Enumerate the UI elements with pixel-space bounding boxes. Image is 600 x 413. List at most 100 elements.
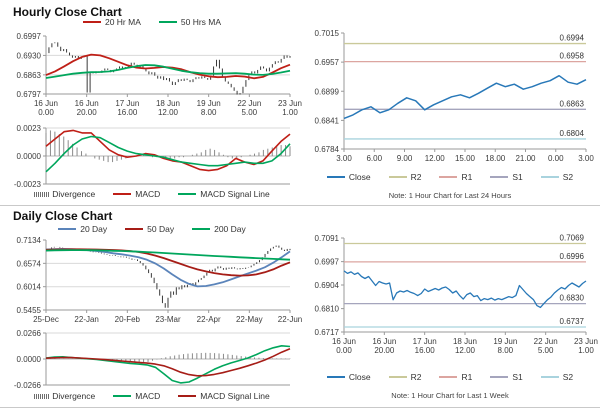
divergence-swatch-icon [34, 191, 50, 197]
svg-text:16 Jun: 16 Jun [332, 337, 356, 346]
legend-item-macd: MACD [113, 391, 160, 401]
svg-text:15.00: 15.00 [455, 154, 476, 163]
svg-text:1.00: 1.00 [578, 346, 594, 355]
bottom-divider [0, 407, 600, 408]
svg-text:0.00: 0.00 [336, 346, 352, 355]
legend-label: R1 [461, 372, 473, 382]
line-swatch-icon [439, 376, 458, 378]
legend-label: S2 [562, 372, 574, 382]
svg-text:0.6997: 0.6997 [315, 258, 340, 267]
legend-item-20-hr-ma: 20 Hr MA [82, 17, 141, 27]
svg-text:22-Jun: 22-Jun [278, 315, 302, 324]
svg-text:12.00: 12.00 [455, 346, 476, 355]
svg-text:0.6810: 0.6810 [315, 305, 340, 314]
svg-text:0.6784: 0.6784 [315, 145, 340, 154]
legend-item-200-day: 200 Day [192, 224, 246, 234]
svg-text:6.00: 6.00 [366, 154, 382, 163]
legend-item-close: Close [326, 172, 371, 182]
line-swatch-icon [58, 228, 77, 230]
svg-text:0.0000: 0.0000 [17, 152, 42, 161]
legend-label: R2 [410, 372, 422, 382]
svg-text:0.7134: 0.7134 [17, 236, 42, 245]
daily-macd-chart: 0.0266 0.0000 -0.0266 [14, 329, 291, 390]
line-swatch-icon [388, 376, 407, 378]
svg-text:0.6014: 0.6014 [17, 283, 42, 292]
svg-text:0.0023: 0.0023 [17, 124, 42, 133]
hourly-macd-legend: Divergence MACD MACD Signal Line [8, 189, 296, 199]
legend-item-50-hrs-ma: 50 Hrs MA [158, 17, 221, 27]
legend-item-s1: S1 [490, 372, 523, 382]
hourly-section-title: Hourly Close Chart [13, 5, 122, 19]
pivot-24h-note: Note: 1 Hour Chart for Last 24 Hours [388, 191, 512, 200]
daily-price-legend: 20 Day 50 Day 200 Day [8, 224, 296, 234]
line-swatch-icon [82, 21, 101, 23]
legend-item-macd-signal-line: MACD Signal Line [178, 189, 270, 199]
svg-text:8.00: 8.00 [201, 108, 217, 117]
svg-text:0.6957: 0.6957 [315, 58, 340, 67]
svg-text:22-Apr: 22-Apr [197, 315, 221, 324]
svg-text:19 Jun: 19 Jun [197, 99, 221, 108]
svg-text:0.6717: 0.6717 [315, 328, 340, 337]
svg-text:21.00: 21.00 [515, 154, 536, 163]
svg-text:-0.0023: -0.0023 [14, 180, 42, 189]
svg-text:0.6830: 0.6830 [560, 294, 585, 303]
svg-text:25-Dec: 25-Dec [33, 315, 59, 324]
svg-text:16 Jun: 16 Jun [34, 99, 58, 108]
svg-text:0.0000: 0.0000 [17, 355, 42, 364]
svg-text:8.00: 8.00 [498, 346, 514, 355]
svg-text:0.7091: 0.7091 [315, 234, 340, 243]
svg-text:22 Jun: 22 Jun [237, 99, 261, 108]
svg-text:0.5455: 0.5455 [17, 306, 42, 315]
legend-item-20-day: 20 Day [58, 224, 107, 234]
line-swatch-icon [326, 176, 345, 178]
line-swatch-icon [490, 176, 509, 178]
svg-text:0.6994: 0.6994 [560, 34, 585, 43]
legend-label: R1 [461, 172, 473, 182]
legend-label: S1 [512, 172, 523, 182]
svg-text:23 Jun: 23 Jun [278, 99, 302, 108]
legend-label: S2 [562, 172, 574, 182]
svg-text:12.00: 12.00 [425, 154, 446, 163]
svg-text:18.00: 18.00 [485, 154, 506, 163]
svg-text:5.00: 5.00 [242, 108, 258, 117]
legend-item-divergence: Divergence [34, 189, 95, 199]
line-swatch-icon [540, 376, 559, 378]
pivot-1week-legend: Close R2 R1 S1 S2 [302, 372, 598, 382]
svg-text:3.00: 3.00 [336, 154, 352, 163]
svg-text:0.6899: 0.6899 [315, 87, 340, 96]
line-swatch-icon [178, 193, 197, 195]
line-swatch-icon [178, 395, 197, 397]
svg-text:17 Jun: 17 Jun [115, 99, 139, 108]
legend-label: 20 Day [80, 224, 108, 234]
legend-item-r2: R2 [388, 172, 421, 182]
legend-label: Divergence [52, 391, 96, 401]
line-swatch-icon [158, 21, 177, 23]
legend-label: MACD Signal Line [200, 189, 270, 199]
legend-label: 200 Day [214, 224, 246, 234]
svg-text:0.6797: 0.6797 [17, 90, 42, 99]
svg-text:22-May: 22-May [236, 315, 263, 324]
svg-text:0.6863: 0.6863 [17, 71, 42, 80]
svg-text:0.6904: 0.6904 [315, 281, 340, 290]
svg-text:5.00: 5.00 [538, 346, 554, 355]
svg-text:17 Jun: 17 Jun [413, 337, 437, 346]
legend-label: 50 Day [147, 224, 175, 234]
svg-text:0.6930: 0.6930 [17, 51, 42, 60]
line-swatch-icon [113, 193, 132, 195]
legend-label: Close [348, 372, 371, 382]
svg-text:0.6804: 0.6804 [560, 129, 585, 138]
svg-text:22 Jun: 22 Jun [534, 337, 558, 346]
legend-item-s2: S2 [540, 172, 574, 182]
svg-text:0.6737: 0.6737 [560, 317, 585, 326]
svg-text:0.6574: 0.6574 [17, 259, 42, 268]
svg-text:23 Jun: 23 Jun [574, 337, 598, 346]
legend-label: 20 Hr MA [104, 17, 141, 27]
line-swatch-icon [388, 176, 407, 178]
svg-text:20-Feb: 20-Feb [115, 315, 141, 324]
svg-text:16.00: 16.00 [117, 108, 138, 117]
svg-text:18 Jun: 18 Jun [453, 337, 477, 346]
legend-item-50-day: 50 Day [125, 224, 174, 234]
